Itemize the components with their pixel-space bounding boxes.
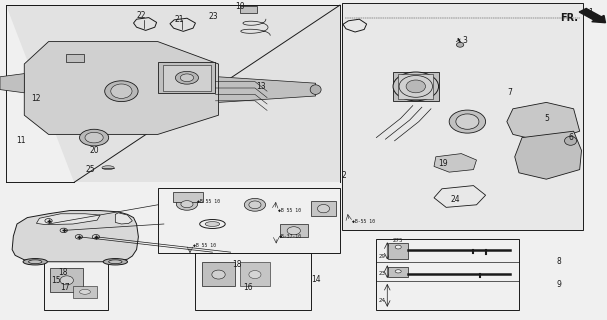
Bar [342,3,583,230]
Ellipse shape [23,259,47,265]
Text: 275: 275 [392,238,403,244]
Bar [73,286,97,298]
Ellipse shape [175,71,198,84]
Ellipse shape [395,245,401,249]
Text: 20: 20 [89,146,99,155]
Polygon shape [24,42,219,134]
Ellipse shape [456,114,479,129]
Ellipse shape [180,74,194,82]
Text: 5: 5 [544,114,549,123]
Ellipse shape [393,72,438,101]
Text: ◆B 55 10: ◆B 55 10 [197,198,220,204]
Text: 21: 21 [174,15,184,24]
Bar [163,65,211,91]
Text: ◆B-55 10: ◆B-55 10 [352,219,375,224]
Bar [158,62,215,93]
Bar [44,259,108,310]
Ellipse shape [449,110,486,133]
Text: ◆B 55 10: ◆B 55 10 [193,243,216,248]
Ellipse shape [102,166,114,170]
Ellipse shape [176,198,198,210]
Bar [311,201,336,216]
Text: 11: 11 [16,136,26,145]
Polygon shape [36,214,100,225]
Ellipse shape [565,136,577,145]
Text: 9: 9 [556,280,561,289]
Bar [240,6,257,13]
Ellipse shape [80,129,109,146]
Text: 12: 12 [32,94,41,103]
Text: 10: 10 [235,2,245,11]
FancyArrow shape [579,8,605,23]
Polygon shape [219,77,316,102]
Ellipse shape [60,276,73,285]
Ellipse shape [399,76,432,97]
Text: 24: 24 [450,195,460,204]
Ellipse shape [317,204,330,213]
Text: 1: 1 [588,8,593,17]
Text: 24: 24 [379,298,386,303]
Bar [388,267,408,277]
Bar [195,253,311,310]
Text: ◆B-37-10: ◆B-37-10 [279,234,302,239]
Bar [342,3,583,230]
Text: 22: 22 [136,11,146,20]
Ellipse shape [310,85,321,94]
Polygon shape [507,102,580,142]
Ellipse shape [109,260,122,264]
Text: 16: 16 [243,284,253,292]
Ellipse shape [181,201,193,208]
Text: 25: 25 [85,165,95,174]
Polygon shape [12,211,138,262]
Text: 19: 19 [438,159,448,168]
Bar [50,268,83,292]
Polygon shape [434,154,476,172]
Text: 8: 8 [556,257,561,266]
Bar [66,54,84,62]
Text: 3: 3 [462,36,467,45]
Bar [202,262,235,286]
Ellipse shape [212,270,225,279]
Ellipse shape [105,81,138,101]
Text: 7: 7 [507,88,512,97]
Text: 23: 23 [379,271,386,276]
Bar [388,243,408,259]
Ellipse shape [80,290,90,294]
Polygon shape [0,74,24,93]
Ellipse shape [244,198,266,211]
Text: 13: 13 [256,82,266,91]
Text: 18: 18 [58,268,68,277]
Polygon shape [6,5,340,182]
Ellipse shape [249,201,261,209]
Bar [280,224,308,237]
Ellipse shape [287,227,300,235]
Bar [393,72,439,101]
Ellipse shape [110,84,132,98]
Text: ◆B 55 10: ◆B 55 10 [278,207,301,212]
Ellipse shape [249,271,261,278]
Text: 6: 6 [568,133,573,142]
Bar [158,188,340,253]
Text: 2: 2 [342,171,347,180]
Polygon shape [115,213,132,224]
Ellipse shape [103,259,127,265]
Text: 29: 29 [379,253,386,259]
Bar [173,192,203,202]
Ellipse shape [205,221,220,227]
Ellipse shape [85,132,103,143]
Text: FR.: FR. [560,12,578,23]
Ellipse shape [406,80,426,93]
Ellipse shape [395,270,401,273]
Bar [240,262,270,286]
Bar [376,239,519,310]
Text: 15: 15 [51,276,61,285]
Text: 18: 18 [232,260,242,269]
Text: 23: 23 [209,12,219,21]
Polygon shape [515,131,582,179]
Text: 14: 14 [311,276,320,284]
Bar [398,74,433,99]
Text: 17: 17 [60,284,70,292]
Ellipse shape [456,43,464,47]
Ellipse shape [29,260,42,264]
